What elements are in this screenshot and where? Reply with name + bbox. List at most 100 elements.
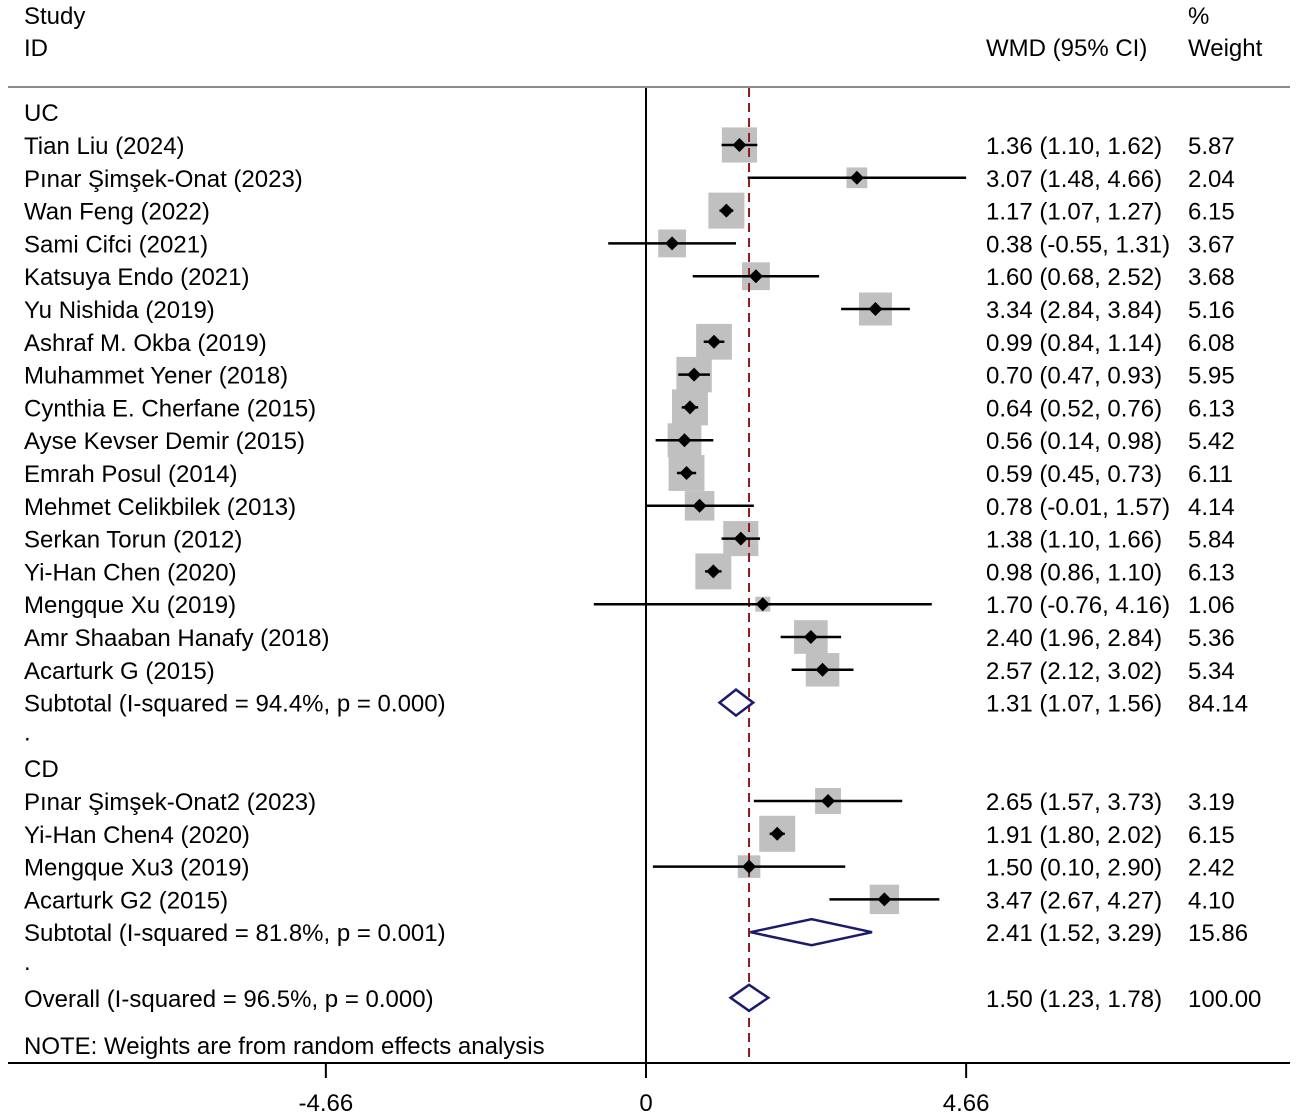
point-estimate bbox=[742, 859, 757, 874]
overall-label: Overall (I-squared = 96.5%, p = 0.000) bbox=[24, 986, 434, 1013]
header-percent: % bbox=[1188, 3, 1209, 30]
study-weight: 5.87 bbox=[1188, 133, 1235, 160]
study-weight: 6.13 bbox=[1188, 559, 1235, 586]
study-ci: 0.99 (0.84, 1.14) bbox=[986, 330, 1162, 357]
study-ci: 1.91 (1.80, 2.02) bbox=[986, 822, 1162, 849]
point-estimates bbox=[665, 138, 892, 907]
study-ci: 0.98 (0.86, 1.10) bbox=[986, 559, 1162, 586]
x-tick-label: 0 bbox=[639, 1090, 652, 1117]
study-label: Tian Liu (2024) bbox=[24, 133, 185, 160]
study-weight: 6.15 bbox=[1188, 822, 1235, 849]
study-label: Yi-Han Chen (2020) bbox=[24, 559, 237, 586]
header-weight: Weight bbox=[1188, 35, 1263, 62]
study-label: Mehmet Celikbilek (2013) bbox=[24, 494, 296, 521]
study-weight: 3.68 bbox=[1188, 264, 1235, 291]
point-estimate bbox=[755, 597, 770, 612]
pooled-diamonds bbox=[717, 688, 873, 1013]
study-weight: 5.36 bbox=[1188, 625, 1235, 652]
study-weight: 4.14 bbox=[1188, 494, 1235, 521]
study-ci: 3.34 (2.84, 3.84) bbox=[986, 297, 1162, 324]
study-weight: 6.08 bbox=[1188, 330, 1235, 357]
study-weight: 5.95 bbox=[1188, 363, 1235, 390]
row-labels: UC Tian Liu (2024) 1.36 (1.10, 1.62) 5.87 Pı… bbox=[24, 100, 1261, 1013]
subtotal-weight: 84.14 bbox=[1188, 691, 1248, 718]
point-estimate bbox=[803, 630, 818, 644]
subtotal-label: Subtotal (I-squared = 94.4%, p = 0.000) bbox=[24, 691, 446, 718]
study-ci: 1.50 (0.10, 2.90) bbox=[986, 855, 1162, 882]
study-label: Pınar Şimşek-Onat2 (2023) bbox=[24, 789, 316, 816]
point-estimate bbox=[877, 892, 892, 907]
study-weight: 5.34 bbox=[1188, 658, 1235, 685]
study-label: Wan Feng (2022) bbox=[24, 199, 210, 226]
study-ci: 1.60 (0.68, 2.52) bbox=[986, 264, 1162, 291]
study-weight: 6.15 bbox=[1188, 199, 1235, 226]
subtotal-ci: 2.41 (1.52, 3.29) bbox=[986, 920, 1162, 947]
study-ci: 0.38 (-0.55, 1.31) bbox=[986, 231, 1170, 258]
study-ci: 3.07 (1.48, 4.66) bbox=[986, 166, 1162, 193]
study-ci: 1.36 (1.10, 1.62) bbox=[986, 133, 1162, 160]
study-weight: 6.13 bbox=[1188, 395, 1235, 422]
subtotal-diamond bbox=[750, 917, 873, 947]
study-ci: 2.65 (1.57, 3.73) bbox=[986, 789, 1162, 816]
point-estimate bbox=[679, 466, 694, 480]
study-ci: 0.56 (0.14, 0.98) bbox=[986, 428, 1162, 455]
x-tick-label: -4.66 bbox=[299, 1090, 354, 1117]
group-label: CD bbox=[24, 756, 59, 783]
point-estimate bbox=[677, 433, 692, 448]
subtotal-ci: 1.31 (1.07, 1.56) bbox=[986, 691, 1162, 718]
point-estimate bbox=[849, 170, 864, 185]
overall-weight: 100.00 bbox=[1188, 986, 1261, 1013]
subtotal-weight: 15.86 bbox=[1188, 920, 1248, 947]
confidence-intervals bbox=[593, 143, 967, 901]
x-tick-label: 4.66 bbox=[943, 1090, 990, 1117]
study-ci: 0.70 (0.47, 0.93) bbox=[986, 363, 1162, 390]
study-label: Ayse Kevser Demir (2015) bbox=[24, 428, 305, 455]
study-label: Muhammet Yener (2018) bbox=[24, 363, 288, 390]
study-weight: 6.11 bbox=[1188, 461, 1233, 488]
study-ci: 2.40 (1.96, 2.84) bbox=[986, 625, 1162, 652]
study-label: Katsuya Endo (2021) bbox=[24, 264, 249, 291]
point-estimate bbox=[733, 531, 748, 546]
study-weight: 1.06 bbox=[1188, 592, 1235, 619]
study-weight: 5.42 bbox=[1188, 428, 1235, 455]
study-ci: 3.47 (2.67, 4.27) bbox=[986, 887, 1162, 914]
study-weight: 5.84 bbox=[1188, 527, 1235, 554]
group-label: UC bbox=[24, 100, 59, 127]
study-ci: 1.38 (1.10, 1.66) bbox=[986, 527, 1162, 554]
point-estimate bbox=[732, 138, 747, 152]
spacer-dot: . bbox=[24, 949, 31, 976]
point-estimate bbox=[665, 236, 680, 251]
subtotal-label: Subtotal (I-squared = 81.8%, p = 0.001) bbox=[24, 920, 446, 947]
study-label: Mengque Xu3 (2019) bbox=[24, 855, 250, 882]
study-weight: 5.16 bbox=[1188, 297, 1235, 324]
point-estimate bbox=[682, 400, 697, 415]
study-label: Acarturk G (2015) bbox=[24, 658, 215, 685]
study-ci: 0.64 (0.52, 0.76) bbox=[986, 395, 1162, 422]
study-label: Yu Nishida (2019) bbox=[24, 297, 215, 324]
header-wmd: WMD (95% CI) bbox=[986, 35, 1147, 62]
point-estimate bbox=[770, 826, 785, 841]
study-label: Sami Cifci (2021) bbox=[24, 231, 208, 258]
study-weight: 2.42 bbox=[1188, 855, 1235, 882]
point-estimate bbox=[687, 367, 702, 382]
study-label: Pınar Şimşek-Onat (2023) bbox=[24, 166, 303, 193]
point-estimate bbox=[719, 203, 734, 218]
study-weight: 2.04 bbox=[1188, 166, 1235, 193]
study-label: Amr Shaaban Hanafy (2018) bbox=[24, 625, 330, 652]
point-estimate bbox=[821, 794, 836, 808]
study-label: Ashraf M. Okba (2019) bbox=[24, 330, 267, 357]
study-ci: 1.70 (-0.76, 4.16) bbox=[986, 592, 1170, 619]
point-estimate bbox=[815, 662, 830, 677]
point-estimate bbox=[707, 334, 722, 349]
study-label: Acarturk G2 (2015) bbox=[24, 887, 228, 914]
study-label: Mengque Xu (2019) bbox=[24, 592, 236, 619]
weight-boxes bbox=[658, 127, 900, 915]
header-id: ID bbox=[24, 35, 48, 62]
subtotal-diamond bbox=[717, 688, 756, 718]
point-estimate bbox=[748, 269, 763, 284]
overall-ci: 1.50 (1.23, 1.78) bbox=[986, 986, 1162, 1013]
study-label: Yi-Han Chen4 (2020) bbox=[24, 822, 250, 849]
study-ci: 0.59 (0.45, 0.73) bbox=[986, 461, 1162, 488]
overall-diamond bbox=[728, 983, 771, 1013]
